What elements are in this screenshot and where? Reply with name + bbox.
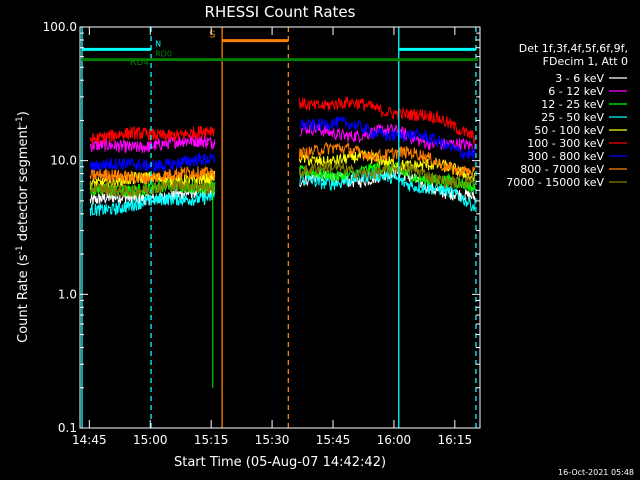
- legend-label-4: 50 - 100 keV: [534, 124, 604, 137]
- y-axis-label-part: ): [16, 111, 31, 116]
- legend-label-2: 12 - 25 keV: [541, 98, 604, 111]
- legend-label-0: 3 - 6 keV: [555, 72, 604, 85]
- y-tick-label-2: 10.0: [50, 154, 77, 168]
- timestamp: 16-Oct-2021 05:48: [558, 468, 634, 477]
- y-axis-label-part: Count Rate (s: [16, 254, 31, 343]
- flag-label-2: S: [209, 30, 215, 41]
- y-tick-label-0: 0.1: [58, 421, 77, 435]
- x-tick-label-4: 15:45: [316, 433, 351, 447]
- x-axis-label: Start Time (05-Aug-07 14:42:42): [174, 455, 386, 470]
- series-line-8-seg2: [298, 160, 476, 189]
- y-tick-label-3: 100.0: [43, 20, 77, 34]
- y-tick-label-1: 1.0: [58, 287, 77, 301]
- legend: Det 1f,3f,4f,5f,6f,9f,FDecim 1, Att 0 3 -…: [506, 42, 628, 189]
- series-line-3-seg1: [89, 191, 216, 217]
- y-axis-label-part: -1: [15, 116, 25, 125]
- legend-label-6: 300 - 800 keV: [527, 150, 604, 163]
- legend-header-1: FDecim 1, Att 0: [543, 55, 628, 68]
- axes: 0.1 1.0 10.0 100.0 14:45 15:00 15:15 15:30 15:45…: [43, 20, 481, 447]
- plot-area: N RD0 S RD4: [81, 27, 478, 428]
- series-line-0-seg1: [89, 184, 216, 206]
- series-line-5-seg2: [298, 96, 476, 145]
- y-axis-label-part: -1: [15, 245, 25, 254]
- legend-label-8: 7000 - 15000 keV: [506, 176, 604, 189]
- legend-label-3: 25 - 50 keV: [541, 111, 604, 124]
- x-tick-label-5: 16:00: [377, 433, 412, 447]
- series-line-1-seg1: [89, 135, 216, 154]
- x-tick-label-2: 15:15: [194, 433, 229, 447]
- series-line-6-seg2: [299, 115, 476, 161]
- x-tick-label-6: 16:15: [438, 433, 473, 447]
- legend-label-1: 6 - 12 keV: [548, 85, 604, 98]
- x-tick-label-1: 15:00: [133, 433, 168, 447]
- x-tick-label-3: 15:30: [255, 433, 290, 447]
- x-tick-label-0: 14:45: [72, 433, 107, 447]
- series-line-7-seg1: [89, 165, 216, 186]
- series-line-7-seg2: [298, 141, 476, 179]
- legend-label-5: 100 - 300 keV: [527, 137, 604, 150]
- series-line-6-seg1: [89, 152, 216, 173]
- legend-header-0: Det 1f,3f,4f,5f,6f,9f,: [519, 42, 628, 55]
- flag-label-0: N: [155, 39, 161, 48]
- series-line-8-seg1: [89, 179, 216, 198]
- series-line-5-seg1: [89, 125, 216, 146]
- y-axis-label: Count Rate (s-1 detector segment-1): [15, 111, 31, 343]
- legend-label-7: 800 - 7000 keV: [520, 163, 604, 176]
- chart-title: RHESSI Count Rates: [205, 3, 356, 21]
- flag-label-1: RD0: [155, 50, 172, 59]
- y-axis-label-part: detector segment: [16, 125, 31, 245]
- plot-frame: [79, 26, 481, 429]
- annotation-0: RD4: [130, 58, 149, 68]
